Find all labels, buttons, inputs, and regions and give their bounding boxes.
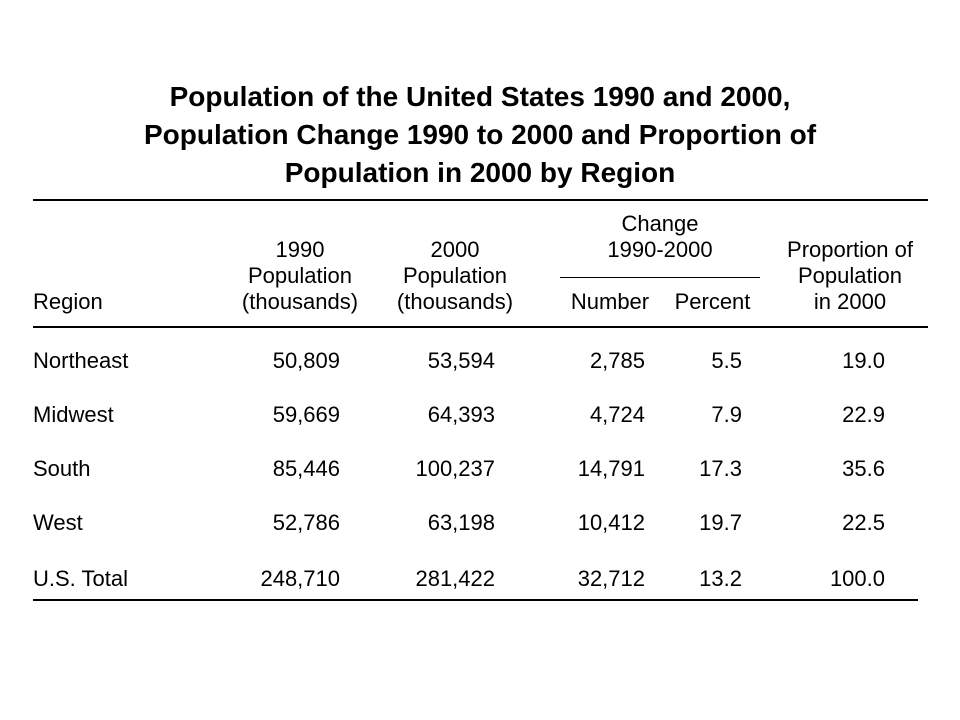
header-region: Region — [33, 289, 103, 314]
table-top-rule — [33, 199, 928, 201]
row-pop1990: 248,710 — [260, 566, 340, 591]
row-percent: 19.7 — [699, 510, 742, 535]
row-proportion: 19.0 — [842, 348, 885, 373]
row-region: Northeast — [33, 348, 129, 373]
row-region: Midwest — [33, 402, 114, 427]
header-pop2000: 2000 Population (thousands) — [396, 237, 514, 314]
row-number: 10,412 — [577, 510, 645, 535]
row-percent: 5.5 — [711, 348, 742, 373]
row-proportion: 22.9 — [842, 402, 885, 427]
header-percent: Percent — [674, 289, 751, 314]
change-group-rule — [560, 277, 760, 278]
row-percent: 13.2 — [699, 566, 742, 591]
table-bottom-rule — [33, 599, 918, 601]
header-number: Number — [570, 289, 650, 314]
row-number: 32,712 — [577, 566, 645, 591]
row-region: U.S. Total — [33, 566, 128, 591]
row-proportion: 100.0 — [829, 566, 885, 591]
row-pop1990: 59,669 — [272, 402, 340, 427]
row-pop2000: 281,422 — [415, 566, 495, 591]
row-region: South — [33, 456, 91, 481]
header-bottom-rule — [33, 326, 928, 328]
header-change: Change 1990-2000 — [607, 211, 713, 262]
row-pop2000: 64,393 — [427, 402, 495, 427]
header-proportion: Proportion of Population in 2000 — [787, 237, 913, 314]
title-line-3: Population in 2000 by Region — [284, 157, 676, 188]
row-pop2000: 100,237 — [415, 456, 495, 481]
row-pop1990: 50,809 — [272, 348, 340, 373]
row-proportion: 35.6 — [842, 456, 885, 481]
header-pop1990: 1990 Population (thousands) — [241, 237, 359, 314]
row-proportion: 22.5 — [842, 510, 885, 535]
row-pop2000: 53,594 — [427, 348, 495, 373]
page-title: Population of the United States 1990 and… — [0, 78, 960, 192]
row-number: 2,785 — [589, 348, 645, 373]
row-pop1990: 52,786 — [272, 510, 340, 535]
row-pop1990: 85,446 — [272, 456, 340, 481]
row-pop2000: 63,198 — [427, 510, 495, 535]
row-percent: 17.3 — [699, 456, 742, 481]
row-number: 4,724 — [589, 402, 645, 427]
title-line-1: Population of the United States 1990 and… — [169, 81, 791, 112]
row-number: 14,791 — [577, 456, 645, 481]
row-percent: 7.9 — [711, 402, 742, 427]
row-region: West — [33, 510, 83, 535]
title-line-2: Population Change 1990 to 2000 and Propo… — [143, 119, 817, 150]
